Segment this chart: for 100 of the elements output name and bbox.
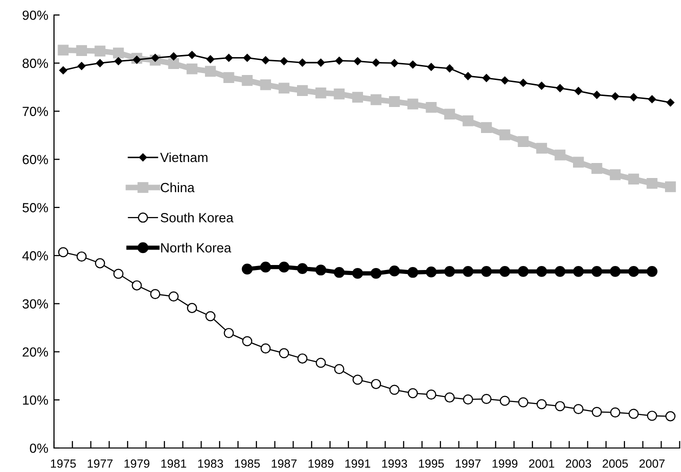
point [389,96,400,108]
point [611,92,620,100]
point [610,407,620,418]
y-tick-label: 30% [22,299,48,309]
point [280,57,288,66]
y-tick-label: 0% [30,444,48,453]
x-tick-label: 1995 [418,459,444,468]
point [610,169,621,180]
point [58,44,69,56]
point [150,288,160,300]
point [519,78,528,87]
point [536,399,547,410]
point [407,266,418,278]
point [334,364,344,374]
x-tick-label: 1997 [456,459,481,468]
point [297,353,308,364]
x-tick-label: 1979 [124,459,150,468]
point [59,66,68,74]
point [628,174,640,184]
point [170,52,178,60]
legend-label: North Korea [161,242,232,252]
point [372,58,380,67]
y-tick-label: 50% [22,203,48,212]
x-tick-label: 1983 [198,459,224,468]
point [316,358,326,368]
point [630,93,638,102]
point [58,247,68,258]
point [407,98,418,110]
point [444,266,456,277]
point [242,264,253,274]
point [665,411,676,422]
point [536,266,548,277]
point [628,408,639,419]
point [260,79,272,90]
point [113,268,124,279]
point [499,129,510,140]
point [573,404,584,414]
x-tick-label: 2001 [529,459,554,468]
point [481,122,492,133]
x-tick-label: 1987 [272,459,297,468]
point [518,397,528,408]
y-tick-label: 70% [22,106,48,116]
x-tick-label: 2003 [566,459,592,468]
point [481,266,492,277]
point [446,64,454,72]
point [298,58,306,67]
legend-label: South Korea [160,212,234,222]
point [242,75,253,86]
y-tick-label: 10% [23,395,48,405]
point [334,266,345,278]
x-tick-label: 1981 [161,459,186,468]
point [132,56,141,64]
point [352,374,363,385]
point [610,266,621,277]
x-tick-label: 1989 [308,459,334,468]
point [205,311,216,322]
point [554,150,566,160]
point [628,266,640,277]
point [352,92,364,103]
point [297,85,308,96]
point [168,291,179,302]
point [260,262,272,273]
x-tick-label: 1977 [88,459,113,468]
point [370,378,382,390]
point [168,58,180,70]
point [646,410,658,421]
point [665,181,676,192]
point [262,56,270,64]
point [260,343,271,354]
point [482,74,490,82]
point [500,76,509,84]
point [464,72,472,80]
point [186,63,198,74]
x-tick-label: 2005 [602,459,628,468]
point [204,66,216,77]
point [335,56,344,65]
point [518,136,529,147]
point [573,266,584,277]
legend-label: Vietnam [160,152,208,162]
point [556,84,564,92]
point [648,95,656,104]
y-tick-label: 20% [22,347,48,357]
point [243,54,252,62]
point [223,72,234,83]
y-tick-label: 60% [22,154,48,164]
point [591,163,602,174]
point [592,90,601,99]
point [78,62,86,70]
point [389,266,400,276]
point [646,178,658,189]
point [554,266,566,277]
point [462,394,474,404]
point [112,48,124,58]
legend-label: China [160,182,195,192]
point [242,336,252,346]
point [354,57,362,66]
x-tick-label: 1985 [234,459,260,468]
y-tick-label: 80% [22,58,48,68]
point [278,262,290,273]
point [186,302,198,314]
